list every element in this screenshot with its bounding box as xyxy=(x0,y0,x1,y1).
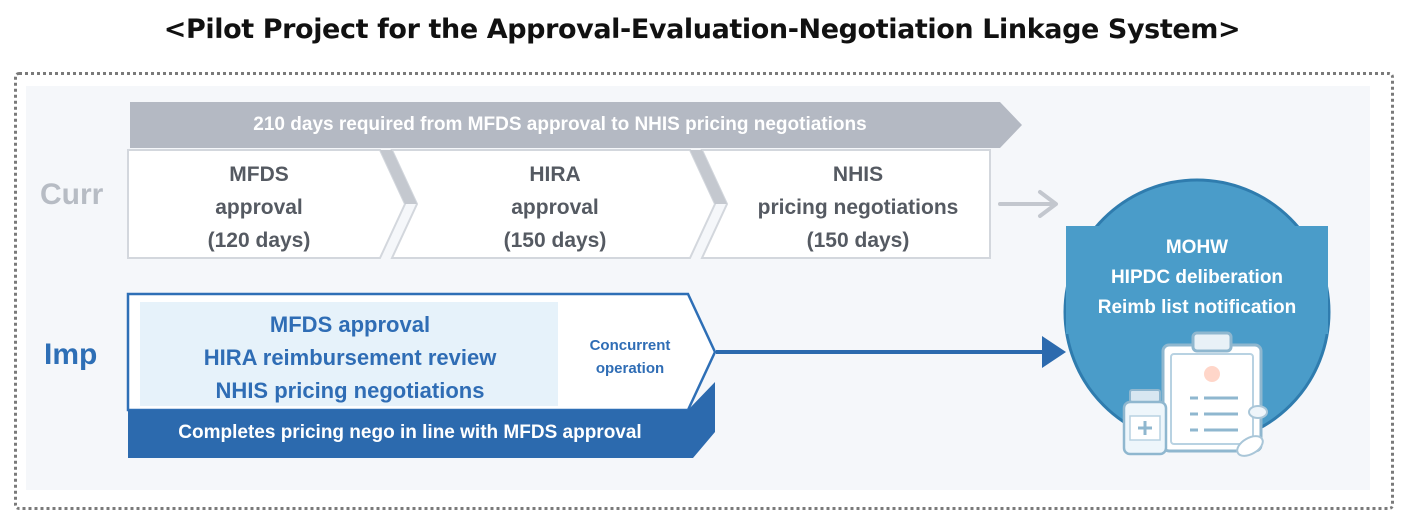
mohw-circle-text: MOHW HIPDC deliberation Reimb list notif… xyxy=(1066,233,1328,323)
completes-band xyxy=(128,410,715,458)
completes-text: Completes pricing nego in line with MFDS… xyxy=(178,422,642,443)
step-subtitle: approval xyxy=(511,196,599,219)
pill-icon xyxy=(1236,405,1268,457)
current-step-2: HIRA approval (150 days) xyxy=(420,158,690,257)
step-title: HIRA xyxy=(529,163,581,186)
operation-line: operation xyxy=(595,360,665,377)
improved-item: MFDS approval xyxy=(269,312,431,337)
improved-items: MFDS approval HIRA reimbursement review … xyxy=(140,308,560,407)
step-duration: (150 days) xyxy=(806,229,910,252)
circle-org: MOHW xyxy=(1165,237,1229,258)
current-arrow-to-circle xyxy=(998,190,1058,218)
current-step-1: MFDS approval (120 days) xyxy=(128,158,390,257)
current-banner-text: 210 days required from MFDS approval to … xyxy=(253,114,867,135)
page-title: <Pilot Project for the Approval-Evaluati… xyxy=(163,14,1241,45)
step-duration: (120 days) xyxy=(207,229,311,252)
concurrent-line: Concurrent xyxy=(589,337,671,354)
improved-item: HIRA reimbursement review xyxy=(203,345,497,370)
concurrent-operation-label: Concurrent operation xyxy=(570,334,690,380)
current-step-1-box xyxy=(127,149,407,259)
step-title: NHIS xyxy=(832,163,884,186)
improved-item: NHIS pricing negotiations xyxy=(215,378,485,403)
circle-deliberation: HIPDC deliberation xyxy=(1110,267,1284,288)
medicine-bottle-icon xyxy=(1122,389,1168,456)
improved-items-box xyxy=(140,302,558,406)
current-banner-arrow xyxy=(130,102,1022,148)
step-subtitle: approval xyxy=(215,196,303,219)
step-title: MFDS xyxy=(229,163,289,186)
step-subtitle: pricing negotiations xyxy=(757,196,959,219)
improved-row-label: Imp xyxy=(44,338,98,371)
circle-notification: Reimb list notification xyxy=(1097,297,1297,318)
improved-arrow-head xyxy=(1042,336,1066,368)
current-row-label: Curr xyxy=(40,178,104,211)
clipboard-icon xyxy=(1161,331,1263,453)
step-duration: (150 days) xyxy=(503,229,607,252)
current-step-3: NHIS pricing negotiations (150 days) xyxy=(728,158,988,257)
